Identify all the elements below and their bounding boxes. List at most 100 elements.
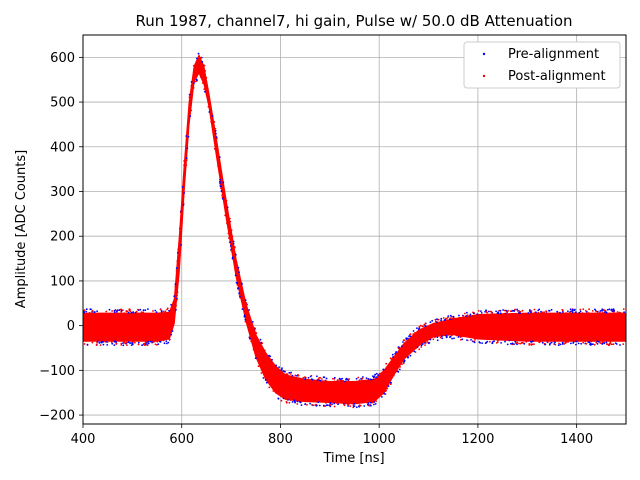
pre-alignment-point xyxy=(444,318,447,321)
pre-alignment-point xyxy=(147,340,150,343)
pre-alignment-point xyxy=(567,310,569,313)
post-alignment-point xyxy=(225,199,228,202)
pre-alignment-point xyxy=(445,336,448,339)
post-alignment-point xyxy=(120,342,123,345)
pre-alignment-point xyxy=(201,61,204,63)
pre-alignment-point xyxy=(226,206,229,209)
post-alignment-point xyxy=(424,344,426,346)
post-alignment-point xyxy=(568,311,571,313)
pre-alignment-point xyxy=(402,341,404,343)
post-alignment-point xyxy=(591,310,594,312)
post-alignment-point xyxy=(289,399,292,401)
pre-alignment-point xyxy=(275,364,277,367)
pre-alignment-point xyxy=(559,311,561,314)
pre-alignment-point xyxy=(605,311,608,314)
pre-alignment-point xyxy=(249,337,251,340)
pre-alignment-point xyxy=(596,340,599,343)
pre-alignment-point xyxy=(238,292,241,294)
pre-alignment-point xyxy=(218,156,221,159)
pre-alignment-point xyxy=(594,308,596,311)
post-alignment-point xyxy=(294,374,297,377)
y-tick-label: 200 xyxy=(50,230,75,245)
pre-alignment-point xyxy=(288,371,291,374)
post-alignment-point xyxy=(325,401,328,404)
post-alignment-point xyxy=(489,340,491,343)
pre-alignment-point xyxy=(105,341,107,343)
post-alignment-point xyxy=(415,347,417,350)
post-alignment-point xyxy=(371,401,374,404)
pre-alignment-point xyxy=(592,343,594,345)
pre-alignment-point xyxy=(174,283,177,286)
post-alignment-point xyxy=(442,317,445,319)
pre-alignment-point xyxy=(290,371,292,374)
pre-alignment-point xyxy=(262,377,265,379)
pre-alignment-point xyxy=(441,337,444,340)
post-alignment-point xyxy=(461,335,463,338)
post-alignment-point xyxy=(280,399,283,402)
pre-alignment-point xyxy=(601,309,603,312)
pre-alignment-point xyxy=(173,295,176,298)
post-alignment-point xyxy=(332,377,334,380)
pre-alignment-point xyxy=(579,310,582,313)
post-alignment-point xyxy=(434,336,436,339)
pre-alignment-point xyxy=(485,309,487,312)
pre-alignment-point xyxy=(389,381,392,384)
pre-alignment-point xyxy=(130,311,133,314)
pre-alignment-point xyxy=(387,385,390,387)
post-alignment-point xyxy=(558,342,560,345)
post-alignment-point xyxy=(384,393,387,395)
pre-alignment-point xyxy=(160,311,163,313)
pre-alignment-point xyxy=(232,240,235,243)
post-alignment-point xyxy=(289,373,292,375)
pre-alignment-point xyxy=(413,350,416,353)
post-alignment-point xyxy=(563,343,565,345)
pre-alignment-point xyxy=(400,345,403,348)
post-alignment-point xyxy=(214,127,217,130)
pre-alignment-point xyxy=(100,341,103,344)
post-alignment-point xyxy=(543,311,545,313)
post-alignment-point xyxy=(145,340,147,343)
post-alignment-point xyxy=(509,310,512,313)
pre-alignment-point xyxy=(215,136,218,139)
pre-alignment-point xyxy=(219,180,221,183)
pre-alignment-point xyxy=(193,82,195,85)
post-alignment-point xyxy=(302,376,305,379)
pre-alignment-point xyxy=(234,274,237,277)
x-axis-ticks: 400 600 800 1000 1200 1400 xyxy=(71,424,593,447)
pre-alignment-point xyxy=(187,136,190,138)
pre-alignment-point xyxy=(165,342,168,345)
post-alignment-point xyxy=(126,310,129,313)
pre-alignment-point xyxy=(448,318,451,321)
post-alignment-point xyxy=(183,159,186,162)
pre-alignment-point xyxy=(431,319,434,322)
post-alignment-point xyxy=(352,404,355,406)
pre-alignment-point xyxy=(574,311,577,314)
pre-alignment-point xyxy=(220,190,223,193)
pre-alignment-point xyxy=(605,341,608,344)
pre-alignment-point xyxy=(265,381,268,384)
post-alignment-point xyxy=(125,341,128,344)
pre-alignment-point xyxy=(511,309,514,312)
post-alignment-point xyxy=(366,401,369,404)
post-alignment-point xyxy=(253,329,256,332)
pre-alignment-point xyxy=(369,401,372,404)
pre-alignment-point xyxy=(130,344,133,346)
post-alignment-point xyxy=(179,211,182,214)
post-alignment-point xyxy=(137,343,140,346)
pre-alignment-point xyxy=(362,376,364,378)
post-alignment-point xyxy=(590,340,593,343)
y-axis-ticks: −200 −100 0 100 200 300 400 500 600 xyxy=(39,51,83,424)
post-alignment-point xyxy=(585,342,588,345)
post-alignment-point xyxy=(233,246,236,249)
pre-alignment-point xyxy=(259,338,262,341)
post-alignment-point xyxy=(439,336,442,339)
post-alignment-point xyxy=(541,311,544,314)
pre-alignment-point xyxy=(416,346,419,348)
post-alignment-point xyxy=(319,376,322,379)
post-alignment-point xyxy=(522,342,525,344)
pre-alignment-point xyxy=(309,402,311,405)
pre-alignment-point xyxy=(575,343,577,346)
post-alignment-point xyxy=(389,383,392,386)
pre-alignment-point xyxy=(491,342,494,344)
pre-alignment-point xyxy=(535,311,537,314)
